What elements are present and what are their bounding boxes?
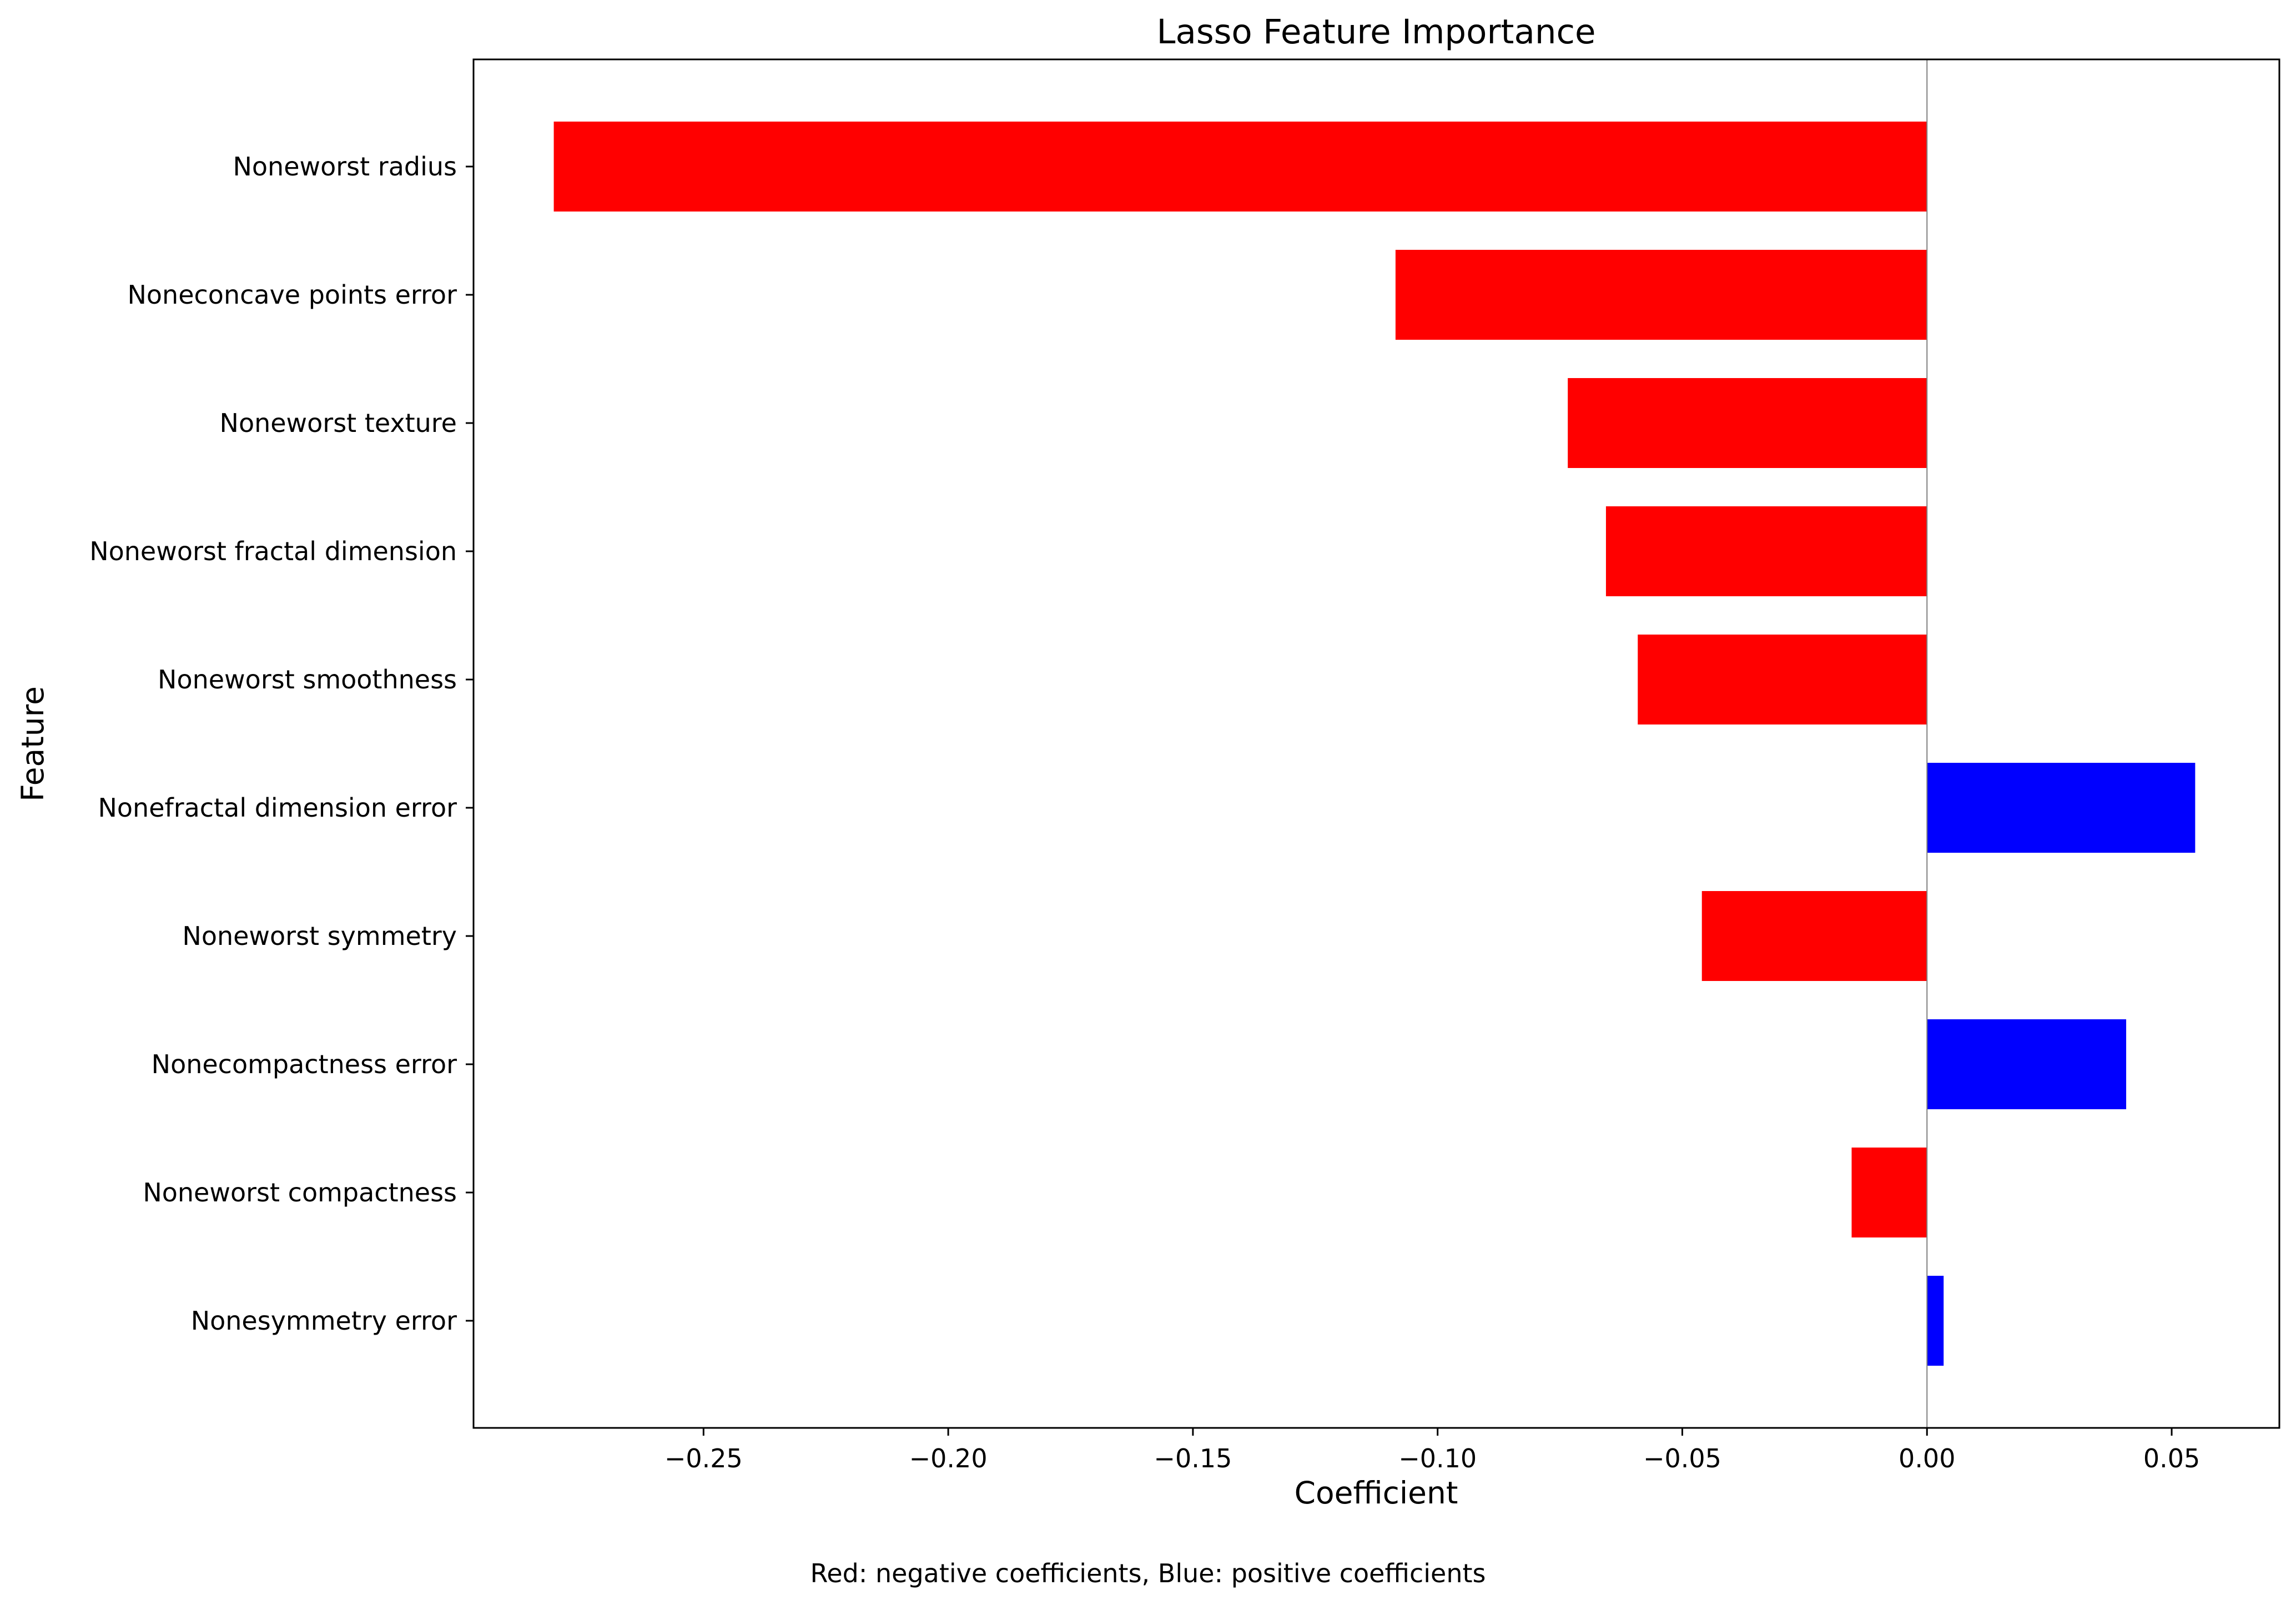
y-tick-label: Noneworst fractal dimension xyxy=(89,536,457,566)
x-tick-label: −0.10 xyxy=(1398,1443,1477,1473)
x-axis-label: Coefficient xyxy=(1295,1475,1458,1511)
chart-title: Lasso Feature Importance xyxy=(1156,12,1595,52)
x-tick-label: 0.05 xyxy=(2143,1443,2200,1473)
y-tick-label: Nonecompactness error xyxy=(152,1049,457,1079)
bars-group xyxy=(553,122,2196,1366)
bar xyxy=(1395,250,1927,340)
chart-caption: Red: negative coefficients, Blue: positi… xyxy=(810,1558,1486,1588)
x-tick-label: −0.25 xyxy=(664,1443,743,1473)
bar xyxy=(1927,1019,2127,1109)
bar xyxy=(1605,506,1927,596)
bar xyxy=(1701,891,1927,981)
bar xyxy=(1927,763,2196,853)
x-tick-label: −0.15 xyxy=(1154,1443,1232,1473)
y-tick-label: Nonefractal dimension error xyxy=(98,793,457,823)
x-tick-label: 0.00 xyxy=(1899,1443,1955,1473)
x-axis-ticks: −0.25 −0.20 −0.15 −0.10 −0.05 0.00 0.05 xyxy=(664,1428,2200,1473)
y-tick-label: Noneconcave points error xyxy=(128,280,457,310)
y-tick-label: Noneworst compactness xyxy=(143,1178,457,1207)
y-axis-label: Feature xyxy=(15,686,51,802)
x-tick-label: −0.05 xyxy=(1643,1443,1721,1473)
bar xyxy=(553,122,1927,212)
x-tick-label: −0.20 xyxy=(909,1443,988,1473)
y-tick-label: Noneworst radius xyxy=(233,152,457,182)
y-axis-ticks: Noneworst radius Noneconcave points error… xyxy=(89,152,474,1336)
y-tick-label: Noneworst smoothness xyxy=(158,665,457,695)
bar xyxy=(1927,1276,1944,1366)
bar xyxy=(1851,1148,1927,1237)
plot-frame xyxy=(472,58,2280,1429)
y-tick-label: Nonesymmetry error xyxy=(191,1306,457,1336)
bar xyxy=(1638,635,1927,724)
y-tick-label: Noneworst texture xyxy=(220,408,457,438)
y-tick-label: Noneworst symmetry xyxy=(182,921,457,951)
bar xyxy=(1568,378,1927,468)
